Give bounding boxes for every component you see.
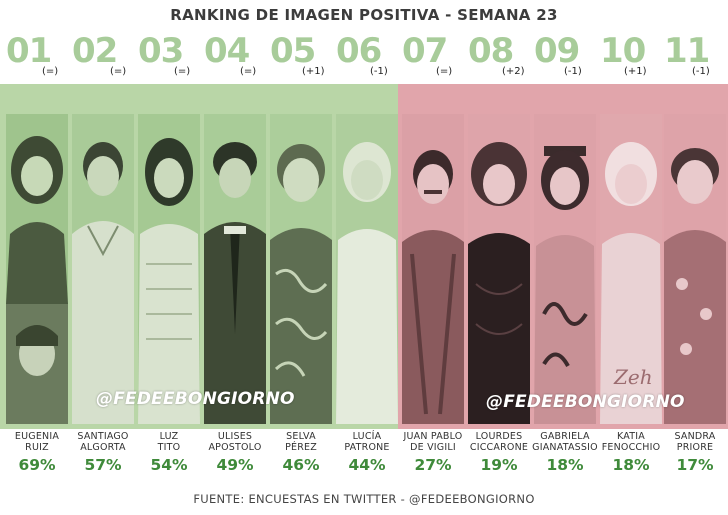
candidate-percent: 27% bbox=[414, 456, 452, 474]
rank-number: 09 bbox=[534, 31, 580, 71]
candidate-photo bbox=[270, 114, 332, 424]
candidate-last-name: PATRONE bbox=[344, 442, 390, 453]
candidate-percent: 49% bbox=[216, 456, 254, 474]
candidate-last-name: PÉREZ bbox=[285, 442, 317, 453]
candidate-percent: 54% bbox=[150, 456, 188, 474]
rank-number: 02 bbox=[72, 31, 118, 71]
rank-number: 10 bbox=[600, 31, 646, 71]
candidate-first-name: SELVA bbox=[286, 431, 316, 442]
candidate-percent: 44% bbox=[348, 456, 386, 474]
candidate-name: ULISES APOSTOLO bbox=[196, 431, 274, 453]
candidate-percent: 57% bbox=[84, 456, 122, 474]
candidate-card: 10 (+1) Zeh KATIA FENOCCHIO 18% bbox=[598, 34, 664, 474]
candidate-percent: 46% bbox=[282, 456, 320, 474]
candidate-first-name: SANDRA bbox=[674, 431, 716, 442]
candidate-photo bbox=[402, 114, 464, 424]
candidate-first-name: EUGENIA bbox=[14, 431, 60, 442]
candidate-name: SANTIAGO ALGORTA bbox=[64, 431, 142, 453]
candidate-percent: 18% bbox=[546, 456, 584, 474]
candidate-first-name: ULISES bbox=[217, 431, 253, 442]
candidate-first-name: JUAN PABLO bbox=[403, 431, 463, 442]
rank-number: 01 bbox=[6, 31, 52, 71]
rank-change: (=) bbox=[110, 66, 127, 77]
rank-change: (+1) bbox=[624, 66, 647, 77]
rank-number: 06 bbox=[336, 31, 382, 71]
rank-change: (+1) bbox=[302, 66, 325, 77]
candidate-first-name: GABRIELA bbox=[540, 431, 590, 442]
candidate-photo bbox=[138, 114, 200, 424]
candidate-card: 04 (=) ULISES APOSTOLO 49% bbox=[202, 34, 268, 474]
candidate-last-name: DE VIGILI bbox=[410, 442, 456, 453]
candidate-last-name: RUIZ bbox=[25, 442, 49, 453]
candidate-percent: 17% bbox=[676, 456, 714, 474]
candidate-card: 05 (+1) SELVA PÉREZ 46% bbox=[268, 34, 334, 474]
rank-number: 07 bbox=[402, 31, 448, 71]
candidate-last-name: CICCARONE bbox=[469, 442, 529, 453]
candidate-card: 11 (-1) SANDRA PRIORE 17% bbox=[662, 34, 728, 474]
candidate-last-name: TITO bbox=[157, 442, 181, 453]
candidate-last-name: GIANATASSIO bbox=[532, 442, 598, 453]
candidate-photo bbox=[664, 114, 726, 424]
rank-change: (=) bbox=[42, 66, 59, 77]
watermark-right: @FEDEEBONGIORNO bbox=[486, 392, 685, 412]
rank-change: (=) bbox=[174, 66, 191, 77]
candidate-name: EUGENIA RUIZ bbox=[0, 431, 76, 453]
candidate-first-name: SANTIAGO bbox=[77, 431, 129, 442]
candidate-name: SANDRA PRIORE bbox=[656, 431, 728, 453]
candidate-first-name: LUCÍA bbox=[352, 431, 382, 442]
candidate-name: LUCÍA PATRONE bbox=[328, 431, 406, 453]
candidate-name: JUAN PABLO DE VIGILI bbox=[394, 431, 472, 453]
candidate-card: 02 (=) SANTIAGO ALGORTA 57% bbox=[70, 34, 136, 474]
candidate-name: LUZ TITO bbox=[130, 431, 208, 453]
rank-number: 03 bbox=[138, 31, 184, 71]
candidate-first-name: LOURDES bbox=[475, 431, 523, 442]
candidate-name: GABRIELA GIANATASSIO bbox=[526, 431, 604, 453]
rank-change: (=) bbox=[240, 66, 257, 77]
rank-number: 05 bbox=[270, 31, 316, 71]
candidate-card: 08 (+2) LOURDES CICCARONE 19% bbox=[466, 34, 532, 474]
candidate-card: 09 (-1) GABRIELA GIANATASSIO 18% bbox=[532, 34, 598, 474]
candidate-name: LOURDES CICCARONE bbox=[460, 431, 538, 453]
watermark-left: @FEDEEBONGIORNO bbox=[96, 389, 295, 409]
rank-number: 08 bbox=[468, 31, 514, 71]
rank-number: 04 bbox=[204, 31, 250, 71]
candidate-last-name: FENOCCHIO bbox=[601, 442, 661, 453]
candidate-card: 03 (=) LUZ TITO 54% bbox=[136, 34, 202, 474]
candidate-name: KATIA FENOCCHIO bbox=[592, 431, 670, 453]
candidate-photo: Zeh bbox=[600, 114, 662, 424]
candidate-percent: 69% bbox=[18, 456, 56, 474]
candidate-last-name: PRIORE bbox=[676, 442, 714, 453]
svg-text:Zeh: Zeh bbox=[613, 365, 653, 389]
candidate-card: 06 (-1) LUCÍA PATRONE 44% bbox=[334, 34, 400, 474]
candidate-photo bbox=[534, 114, 596, 424]
candidate-photo bbox=[72, 114, 134, 424]
rank-change: (=) bbox=[436, 66, 453, 77]
candidate-photo bbox=[468, 114, 530, 424]
candidate-card: 01 (=) EUGENIA RUIZ 69% bbox=[4, 34, 70, 474]
candidate-photo bbox=[6, 114, 68, 424]
rank-number: 11 bbox=[664, 31, 710, 71]
candidate-card: 07 (=) JUAN PABLO DE VIGILI 27% bbox=[400, 34, 466, 474]
candidate-photo bbox=[336, 114, 398, 424]
candidate-first-name: KATIA bbox=[617, 431, 645, 442]
candidate-first-name: LUZ bbox=[159, 431, 179, 442]
page-title: RANKING DE IMAGEN POSITIVA - SEMANA 23 bbox=[170, 6, 558, 24]
candidate-name: SELVA PÉREZ bbox=[262, 431, 340, 453]
candidate-percent: 19% bbox=[480, 456, 518, 474]
rank-change: (-1) bbox=[564, 66, 582, 77]
source-footer: FUENTE: ENCUESTAS EN TWITTER - @FEDEEBON… bbox=[193, 492, 535, 506]
rank-change: (-1) bbox=[692, 66, 710, 77]
candidate-percent: 18% bbox=[612, 456, 650, 474]
rank-change: (+2) bbox=[502, 66, 525, 77]
candidate-last-name: ALGORTA bbox=[80, 442, 126, 453]
candidate-photo bbox=[204, 114, 266, 424]
rank-change: (-1) bbox=[370, 66, 388, 77]
candidate-last-name: APOSTOLO bbox=[208, 442, 262, 453]
